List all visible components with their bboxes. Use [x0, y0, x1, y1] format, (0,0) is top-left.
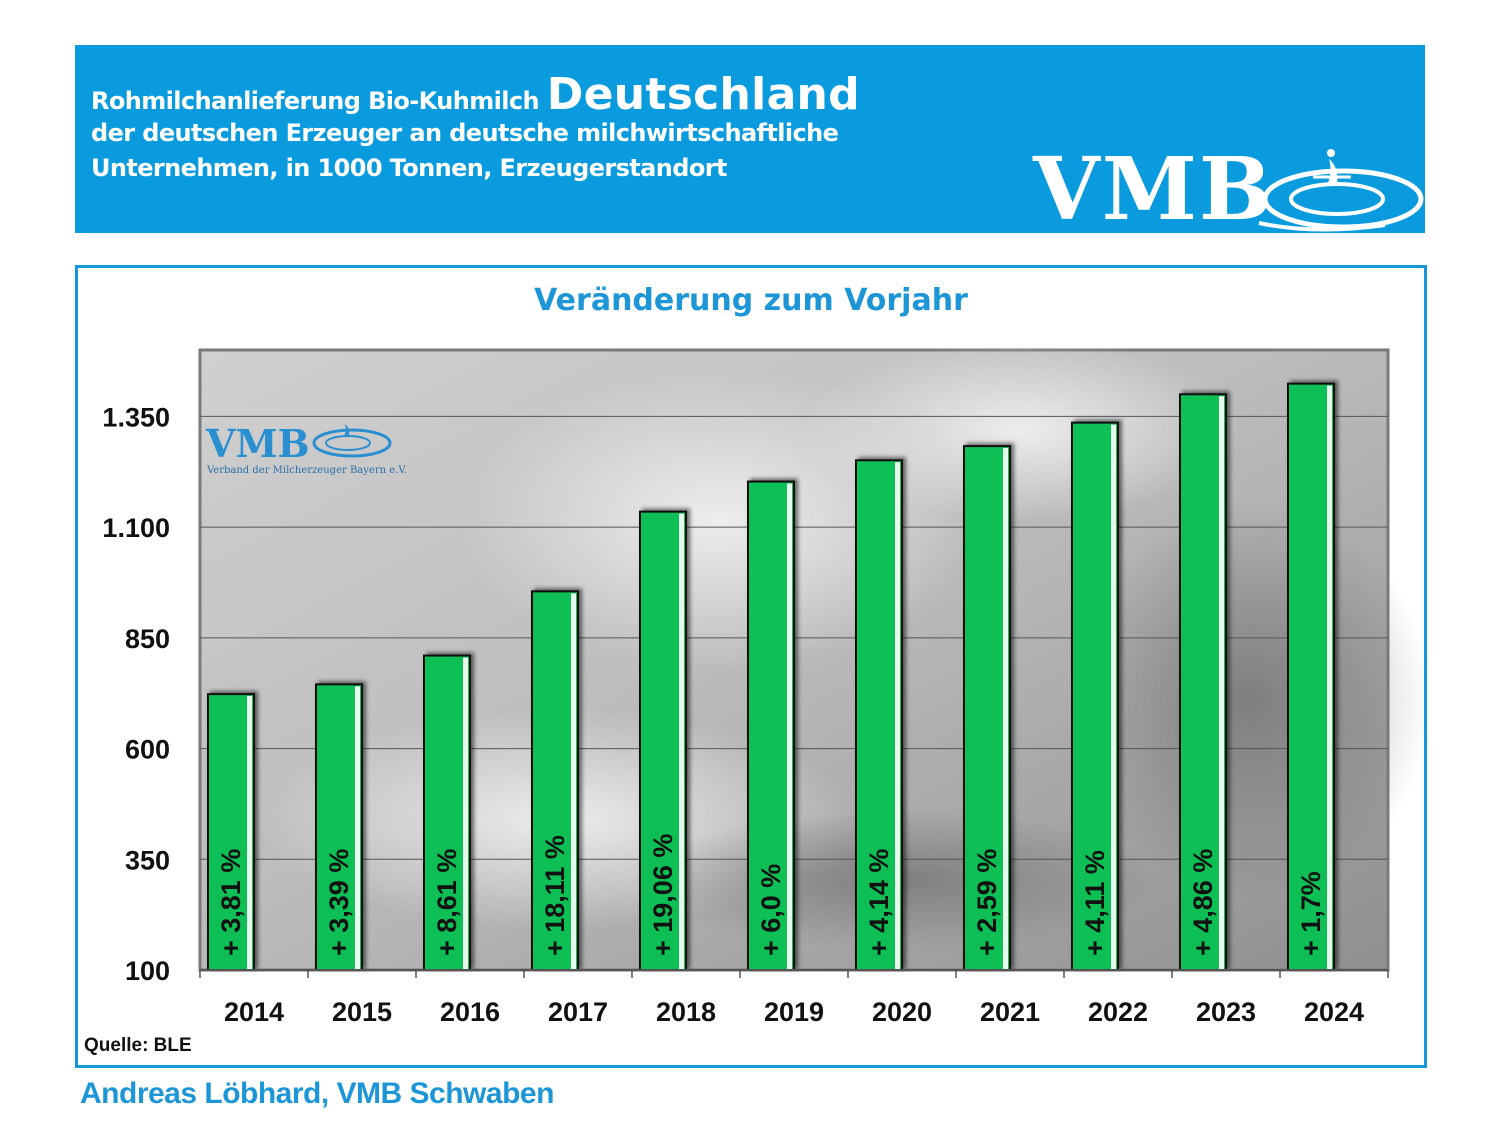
y-tick-label: 1.350 — [102, 402, 170, 432]
bar — [963, 445, 1011, 972]
x-tick-label: 2017 — [548, 997, 608, 1027]
bar-fill — [423, 654, 471, 971]
backdrop-splash-shadow — [1070, 500, 1430, 900]
bar-fill — [747, 480, 795, 971]
y-tick-label: 1.100 — [102, 513, 170, 543]
bar-data-label: + 8,61 % — [432, 849, 462, 956]
x-tick-label: 2020 — [872, 997, 932, 1027]
y-tick-label: 850 — [125, 624, 170, 654]
bar — [747, 480, 795, 971]
x-tick-label: 2018 — [656, 997, 716, 1027]
bar-highlight — [1003, 448, 1008, 971]
bar-data-label: + 19,06 % — [648, 834, 678, 956]
bar — [1287, 382, 1335, 971]
y-tick-label: 600 — [125, 735, 170, 765]
author-credit: Andreas Löbhard, VMB Schwaben — [80, 1077, 554, 1110]
bar — [531, 590, 579, 971]
bar-highlight — [895, 462, 900, 970]
bar — [1071, 421, 1119, 971]
bar-fill — [207, 693, 255, 971]
header-subtitle-2: Unternehmen, in 1000 Tonnen, Erzeugersta… — [91, 154, 727, 182]
watermark-logo-text: VMB — [205, 421, 310, 466]
bar-highlight — [1219, 396, 1224, 970]
bar-data-label: + 4,86 % — [1188, 849, 1218, 956]
bar-highlight — [787, 483, 792, 970]
bar — [855, 459, 903, 971]
x-tick-label: 2022 — [1088, 997, 1148, 1027]
y-tick-label: 100 — [125, 956, 170, 986]
bar-data-label: + 4,11 % — [1080, 850, 1110, 956]
bar-data-label: + 4,14 % — [864, 849, 894, 956]
x-tick-label: 2015 — [332, 997, 392, 1027]
vmb-logo-text: VMB — [1033, 139, 1274, 240]
vmb-logo-swirl-icon — [1258, 149, 1424, 232]
bar-highlight — [463, 657, 468, 970]
x-tick-label: 2016 — [440, 997, 500, 1027]
header-title-country: Deutschland — [546, 69, 860, 120]
bar — [423, 654, 471, 971]
bar-highlight — [355, 686, 360, 970]
bar — [315, 683, 363, 971]
bar-data-label: + 3,81 % — [216, 849, 246, 956]
source-note: Quelle: BLE — [84, 1035, 192, 1056]
bar-highlight — [1111, 424, 1116, 971]
bar-highlight — [571, 593, 576, 970]
bar-data-label: + 3,39 % — [324, 849, 354, 956]
bar-highlight — [247, 696, 252, 970]
bar — [207, 693, 255, 971]
header-title-prefix: Rohmilchanlieferung Bio-Kuhmilch — [91, 87, 540, 115]
bar-fill — [1179, 393, 1227, 971]
bar-data-label: + 2,59 % — [972, 849, 1002, 956]
watermark-swirl-icon — [312, 424, 392, 458]
y-tick-label: 350 — [125, 845, 170, 875]
bar-data-label: + 6,0 % — [756, 864, 786, 956]
x-tick-label: 2023 — [1196, 997, 1256, 1027]
bar-fill — [1071, 421, 1119, 971]
x-tick-label: 2019 — [764, 997, 824, 1027]
x-tick-label: 2024 — [1304, 997, 1364, 1027]
x-tick-label: 2014 — [224, 997, 284, 1027]
bar-data-label: + 1,7% — [1296, 871, 1326, 956]
bar-fill — [855, 459, 903, 971]
header-title: Rohmilchanlieferung Bio-Kuhmilch Deutsch… — [91, 69, 860, 120]
bar-fill — [531, 590, 579, 971]
watermark-tagline: Verband der Milcherzeuger Bayern e.V. — [206, 465, 407, 476]
backdrop-splash-highlight — [800, 340, 1240, 520]
bar — [1179, 393, 1227, 971]
bar-fill — [1287, 382, 1335, 971]
bar-data-label: + 18,11 % — [540, 835, 570, 956]
bar-highlight — [1327, 385, 1332, 971]
bar-fill — [315, 683, 363, 971]
x-tick-label: 2021 — [980, 997, 1040, 1027]
header-banner: Rohmilchanlieferung Bio-Kuhmilch Deutsch… — [75, 45, 1425, 233]
bar-fill — [963, 445, 1011, 972]
header-subtitle-1: der deutschen Erzeuger an deutsche milch… — [91, 119, 839, 147]
chart-title: Veränderung zum Vorjahr — [534, 283, 968, 318]
bar-highlight — [679, 513, 684, 970]
